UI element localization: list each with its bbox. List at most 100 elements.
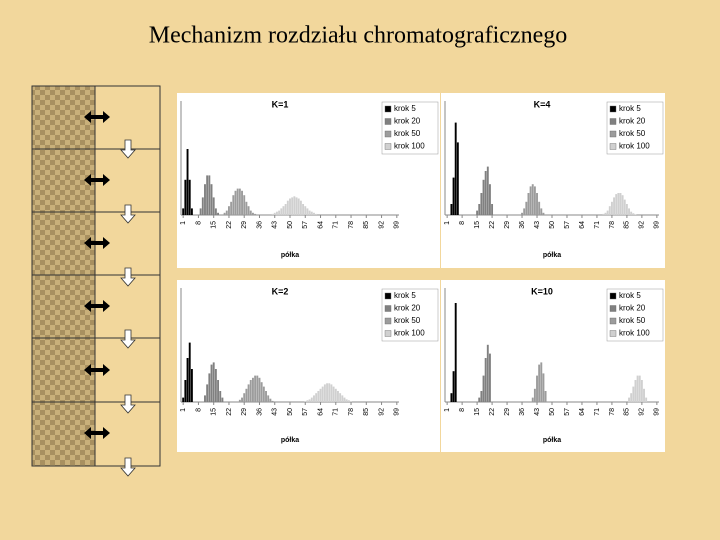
x-tick-label: 78 xyxy=(348,408,355,416)
legend-label: krok 5 xyxy=(619,104,641,113)
bar xyxy=(225,210,228,215)
bar xyxy=(217,212,220,215)
x-tick-label: 78 xyxy=(609,221,616,229)
bar xyxy=(254,213,257,215)
bar xyxy=(343,397,346,402)
x-tick-label: 85 xyxy=(624,408,631,416)
bar xyxy=(291,197,294,215)
legend-swatch xyxy=(609,305,617,312)
bar xyxy=(634,380,637,402)
bar xyxy=(347,400,350,402)
bar xyxy=(278,210,281,215)
x-tick-label: 64 xyxy=(317,221,324,229)
bar xyxy=(284,204,287,215)
bar xyxy=(315,213,318,215)
legend-swatch xyxy=(609,292,617,300)
legend-swatch xyxy=(609,143,617,150)
flow-arrow xyxy=(120,394,136,414)
bar xyxy=(232,195,235,215)
legend-swatch xyxy=(384,330,392,337)
x-tick-label: 71 xyxy=(594,221,601,229)
legend-swatch xyxy=(609,330,617,337)
bar xyxy=(628,397,630,402)
bar xyxy=(208,373,211,402)
legend-swatch xyxy=(384,118,392,125)
bar xyxy=(313,395,315,402)
legend-label: krok 50 xyxy=(394,129,421,138)
chart-title: K=1 xyxy=(272,99,289,109)
x-tick-label: 8 xyxy=(195,221,202,225)
x-tick-label: 99 xyxy=(654,408,661,416)
x-tick-label: 1 xyxy=(444,221,451,225)
bar xyxy=(271,400,274,402)
bar xyxy=(533,388,536,402)
bar xyxy=(538,364,541,402)
x-tick-label: 36 xyxy=(519,408,526,416)
bar xyxy=(482,375,485,402)
x-axis-label: półka xyxy=(281,252,299,259)
bar xyxy=(643,388,645,402)
bar xyxy=(638,375,641,402)
bar xyxy=(630,211,633,215)
x-tick-label: 29 xyxy=(504,221,511,229)
x-tick-label: 57 xyxy=(564,408,571,416)
bar xyxy=(230,201,233,215)
x-tick-label: 85 xyxy=(363,408,370,416)
bar xyxy=(488,353,491,402)
chart-panel: K=2 1 8 15 22 29 36 43 50 57 64 71 78 85 92 99 półka krok… xyxy=(177,280,440,452)
stationary-phase xyxy=(31,85,96,467)
bar xyxy=(540,208,543,215)
x-tick-label: 64 xyxy=(579,408,586,416)
bar xyxy=(606,210,609,215)
bar xyxy=(321,386,324,402)
bar xyxy=(254,375,257,402)
legend-label: krok 100 xyxy=(619,142,650,151)
x-tick-label: 36 xyxy=(256,408,263,416)
bar xyxy=(210,184,213,215)
bar xyxy=(313,212,315,215)
bar xyxy=(488,184,491,215)
x-axis-label: półka xyxy=(281,437,299,444)
bar xyxy=(450,393,453,402)
x-tick-label: 50 xyxy=(287,221,294,229)
bar xyxy=(454,303,457,402)
x-tick-label: 1 xyxy=(444,408,451,412)
bar xyxy=(619,193,622,215)
bar xyxy=(247,206,250,215)
bar xyxy=(615,194,618,215)
bar xyxy=(484,358,487,402)
bar xyxy=(480,391,483,402)
flow-arrow xyxy=(120,204,136,224)
x-tick-label: 92 xyxy=(639,408,646,416)
bar xyxy=(258,377,261,402)
x-tick-label: 15 xyxy=(211,408,218,416)
bar xyxy=(531,184,534,215)
bar xyxy=(536,193,538,215)
bar xyxy=(334,388,337,402)
bar xyxy=(184,179,187,215)
legend-label: krok 50 xyxy=(394,316,421,325)
x-tick-label: 71 xyxy=(594,408,601,416)
x-tick-label: 22 xyxy=(489,408,496,416)
x-tick-label: 78 xyxy=(348,221,355,229)
x-tick-label: 36 xyxy=(256,221,263,229)
bar xyxy=(527,193,530,215)
bar xyxy=(210,364,213,402)
x-tick-label: 15 xyxy=(474,408,481,416)
bar xyxy=(536,375,538,402)
bar xyxy=(330,384,333,402)
bar xyxy=(190,369,193,402)
charts: K=1 1 8 15 22 29 36 43 50 57 64 71 78 85 92 99 półka krok… xyxy=(177,93,665,452)
x-tick-label: 64 xyxy=(579,221,586,229)
bar xyxy=(286,200,289,215)
bar xyxy=(184,380,187,402)
x-tick-label: 22 xyxy=(489,221,496,229)
bar xyxy=(241,190,243,215)
legend-swatch xyxy=(384,105,392,113)
bar xyxy=(190,208,193,215)
bar xyxy=(234,190,237,215)
exchange-arrow xyxy=(84,237,110,249)
bar xyxy=(523,208,526,215)
bar xyxy=(199,208,202,215)
exchange-arrow xyxy=(84,174,110,186)
